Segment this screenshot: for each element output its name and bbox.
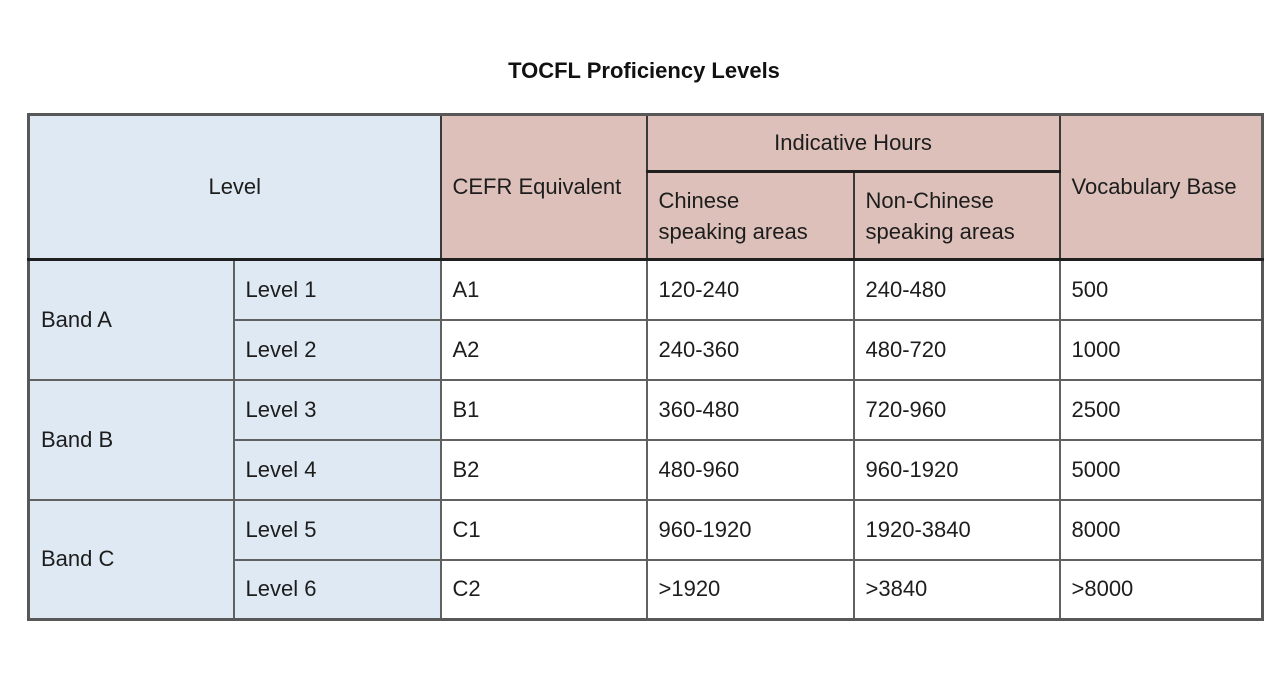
header-cell-indicative-hours: Indicative Hours (645, 113, 1061, 173)
level-cell: Level 2 (232, 318, 442, 381)
hours-non-chinese-cell: 960-1920 (852, 438, 1061, 501)
cefr-cell: B2 (439, 438, 648, 501)
hours-chinese-cell: 240-360 (645, 318, 855, 381)
table-row-level-3: Band B Level 3 B1 360-480 720-960 2500 (27, 378, 1264, 501)
vocabulary-cell: 5000 (1058, 438, 1264, 501)
cefr-cell: B1 (439, 378, 648, 441)
table-row-level-1: Band A Level 1 A1 120-240 240-480 500 (27, 258, 1264, 381)
table-row-level-4: Level 4 B2 480-960 960-1920 5000 (29, 438, 1264, 501)
band-cell: Band A (27, 258, 235, 381)
level-cell: Level 5 (232, 498, 442, 561)
header-line: Chinese (658, 187, 740, 213)
hours-non-chinese-cell: 720-960 (852, 378, 1061, 441)
band-cell: Band C (27, 498, 235, 621)
hours-non-chinese-cell: 480-720 (852, 318, 1061, 381)
cefr-cell: A1 (439, 258, 648, 321)
hours-non-chinese-cell: 240-480 (852, 258, 1061, 321)
vocabulary-cell: 500 (1058, 258, 1264, 321)
level-cell: Level 3 (232, 378, 442, 441)
vocabulary-cell: >8000 (1058, 558, 1264, 621)
tocfl-proficiency-table: Level CEFR Equivalent Indicative Hours V… (27, 113, 1264, 621)
hours-chinese-cell: 360-480 (645, 378, 855, 441)
hours-non-chinese-cell: 1920-3840 (852, 498, 1061, 561)
table-row-level-2: Level 2 A2 240-360 480-720 1000 (29, 318, 1264, 381)
header-cell-vocabulary-base: Vocabulary Base (1058, 113, 1264, 261)
level-cell: Level 4 (232, 438, 442, 501)
level-cell: Level 1 (232, 258, 442, 321)
cefr-cell: A2 (439, 318, 648, 381)
band-cell: Band B (27, 378, 235, 501)
table-body: Band A Level 1 A1 120-240 240-480 500 Le… (27, 258, 1264, 621)
header-cell-chinese-areas: Chinese speaking areas (645, 170, 855, 261)
header-row-top: Level CEFR Equivalent Indicative Hours V… (27, 113, 1264, 261)
cefr-cell: C2 (439, 558, 648, 621)
level-cell: Level 6 (232, 558, 442, 621)
hours-chinese-cell: >1920 (645, 558, 855, 621)
header-cell-cefr: CEFR Equivalent (439, 113, 648, 261)
hours-non-chinese-cell: >3840 (852, 558, 1061, 621)
header-row-sub: Chinese speaking areas Non-Chinese speak… (29, 170, 1263, 261)
page-title: TOCFL Proficiency Levels (508, 58, 780, 83)
header-line: Non-Chinese (865, 187, 994, 213)
header-line: speaking areas (658, 218, 808, 244)
header-cell-level: Level (27, 113, 442, 261)
cefr-cell: C1 (439, 498, 648, 561)
header-line: speaking areas (865, 218, 1015, 244)
header-cell-non-chinese-areas: Non-Chinese speaking areas (852, 170, 1061, 261)
table-row-level-6: Level 6 C2 >1920 >3840 >8000 (29, 558, 1264, 621)
hours-chinese-cell: 960-1920 (645, 498, 855, 561)
table-row-level-5: Band C Level 5 C1 960-1920 1920-3840 800… (27, 498, 1264, 621)
table-header: Level CEFR Equivalent Indicative Hours V… (27, 113, 1264, 261)
vocabulary-cell: 8000 (1058, 498, 1264, 561)
vocabulary-cell: 2500 (1058, 378, 1264, 441)
hours-chinese-cell: 480-960 (645, 438, 855, 501)
hours-chinese-cell: 120-240 (645, 258, 855, 321)
vocabulary-cell: 1000 (1058, 318, 1264, 381)
